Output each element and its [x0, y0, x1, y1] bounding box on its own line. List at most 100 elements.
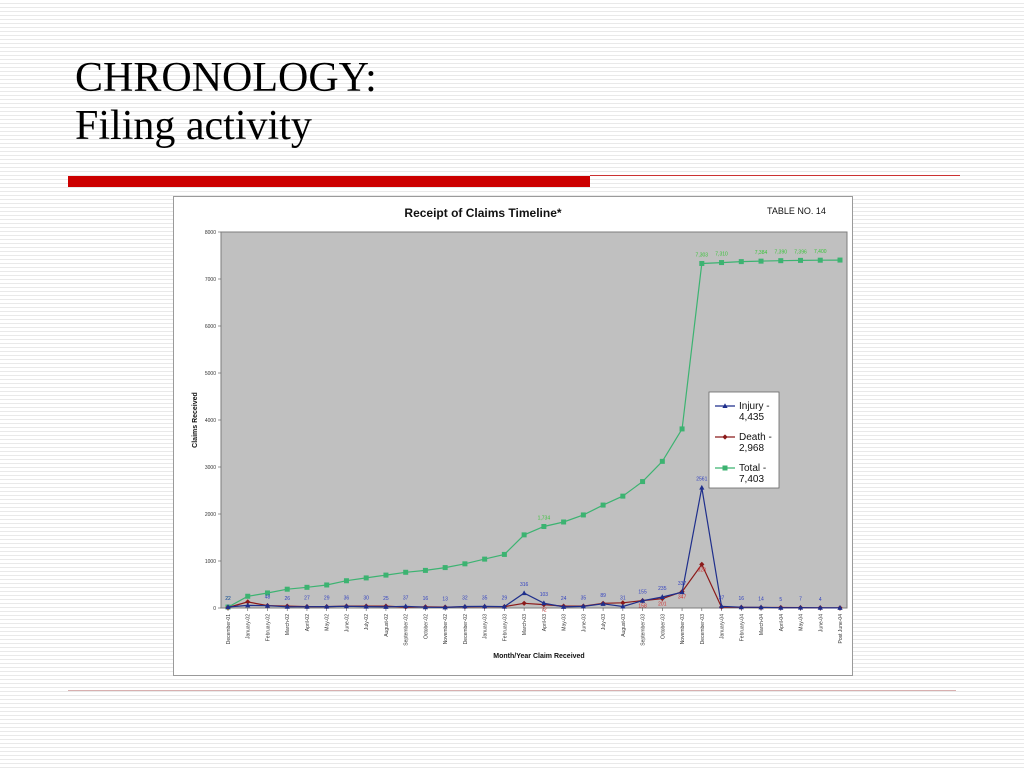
total-point	[600, 502, 606, 508]
injury-point	[422, 604, 429, 610]
injury-data-label: 4	[819, 597, 822, 603]
injury-data-label: 25	[383, 596, 389, 602]
y-tick-label: 3000	[205, 465, 216, 471]
injury-data-label: 36	[344, 595, 350, 601]
x-tick-label: October-03	[660, 614, 666, 639]
legend-label-line: Death -	[739, 432, 772, 443]
x-tick-label: February-04	[739, 614, 745, 641]
total-data-label: 1,734	[538, 516, 551, 522]
legend-label-line: 4,435	[739, 412, 764, 423]
injury-point	[699, 484, 705, 490]
total-data-label: 7,384	[755, 250, 768, 256]
injury-data-label: 5	[779, 597, 782, 603]
total-point	[501, 551, 507, 557]
total-point	[304, 584, 310, 590]
injury-point	[225, 604, 231, 609]
total-point	[363, 575, 369, 581]
x-tick-label: November-03	[680, 614, 686, 645]
injury-point	[363, 603, 369, 609]
total-point	[482, 556, 488, 562]
death-data-label: 158	[638, 604, 647, 610]
total-point	[837, 257, 843, 263]
x-tick-label: December-02	[463, 614, 469, 645]
x-tick-label: March-02	[285, 614, 291, 635]
death-point	[245, 599, 251, 605]
total-point	[580, 512, 586, 518]
injury-point	[600, 601, 606, 606]
death-data-label: 72	[541, 608, 547, 614]
total-point	[403, 569, 409, 575]
injury-data-label: 16	[423, 596, 429, 602]
total-point	[817, 257, 823, 263]
total-point	[659, 458, 665, 464]
total-point	[284, 586, 290, 592]
total-point	[521, 532, 527, 538]
injury-point	[343, 603, 350, 609]
injury-data-label: 235	[658, 586, 667, 592]
injury-point	[284, 603, 290, 609]
legend-label: Death -2,968	[739, 432, 772, 454]
total-point	[620, 493, 626, 499]
y-tick-label: 6000	[205, 324, 216, 330]
title-underline-red	[68, 176, 590, 187]
total-point	[462, 561, 468, 567]
total-point	[343, 578, 349, 584]
total-data-label: 7,390	[775, 250, 788, 256]
x-tick-label: February-03	[502, 614, 508, 641]
total-point	[541, 524, 547, 530]
injury-data-label: 29	[502, 596, 508, 602]
death-data-label: 928	[698, 567, 707, 573]
total-series-line	[227, 259, 841, 608]
injury-point	[482, 603, 488, 609]
injury-data-label: 316	[520, 582, 529, 588]
x-tick-label: December-01	[226, 614, 232, 645]
x-tick-label: May-03	[562, 614, 568, 631]
death-data-label: 347	[678, 595, 687, 601]
injury-data-label: 16	[739, 596, 745, 602]
injury-data-label: 7	[799, 597, 802, 603]
y-tick-label: 8000	[205, 230, 216, 236]
death-point	[699, 561, 705, 567]
y-tick-label: 1000	[205, 559, 216, 565]
total-data-label: 7,396	[794, 249, 807, 255]
legend-label-line: Injury -	[739, 401, 770, 412]
x-tick-label: January-03	[483, 614, 489, 639]
legend-label-line: Total -	[739, 463, 766, 474]
footer-rule	[68, 690, 956, 691]
injury-data-label: 2561	[696, 477, 707, 483]
x-tick-label: November-02	[443, 614, 449, 645]
x-tick-label: June-02	[344, 614, 350, 632]
x-tick-label: January-04	[720, 614, 726, 639]
total-point	[442, 565, 448, 571]
injury-data-label: 89	[600, 593, 606, 599]
injury-point	[501, 603, 507, 609]
injury-point	[797, 604, 804, 610]
injury-point	[679, 589, 685, 595]
x-axis-label: Month/Year Claim Received	[493, 653, 584, 660]
injury-point	[324, 603, 330, 609]
injury-point	[718, 603, 725, 609]
legend-swatch-marker	[722, 403, 728, 408]
y-tick-label: 5000	[205, 371, 216, 377]
total-data-label: 22	[225, 596, 231, 602]
injury-series-line	[227, 487, 841, 609]
x-tick-label: December-03	[700, 614, 706, 645]
total-point	[264, 590, 270, 596]
x-tick-label: September-02	[404, 614, 410, 646]
slide-title-line-2: Filing activity	[75, 103, 312, 149]
injury-data-label: 32	[462, 595, 468, 601]
injury-point	[383, 604, 389, 609]
x-tick-label: June-04	[818, 614, 824, 632]
injury-point	[304, 603, 310, 609]
injury-point	[620, 603, 626, 609]
total-data-label: 7,303	[696, 252, 709, 258]
total-point	[324, 582, 330, 588]
injury-data-label: 37	[403, 595, 409, 601]
injury-data-label: 13	[442, 596, 448, 602]
x-tick-label: October-02	[423, 614, 429, 639]
x-tick-label: March-04	[759, 614, 765, 635]
injury-point	[442, 604, 448, 610]
chart: 0 1000 2000 3000 4000 5000 6000 7000 8000 Decembe…	[192, 230, 848, 660]
total-point	[679, 426, 685, 432]
injury-data-label: 337	[678, 581, 687, 587]
